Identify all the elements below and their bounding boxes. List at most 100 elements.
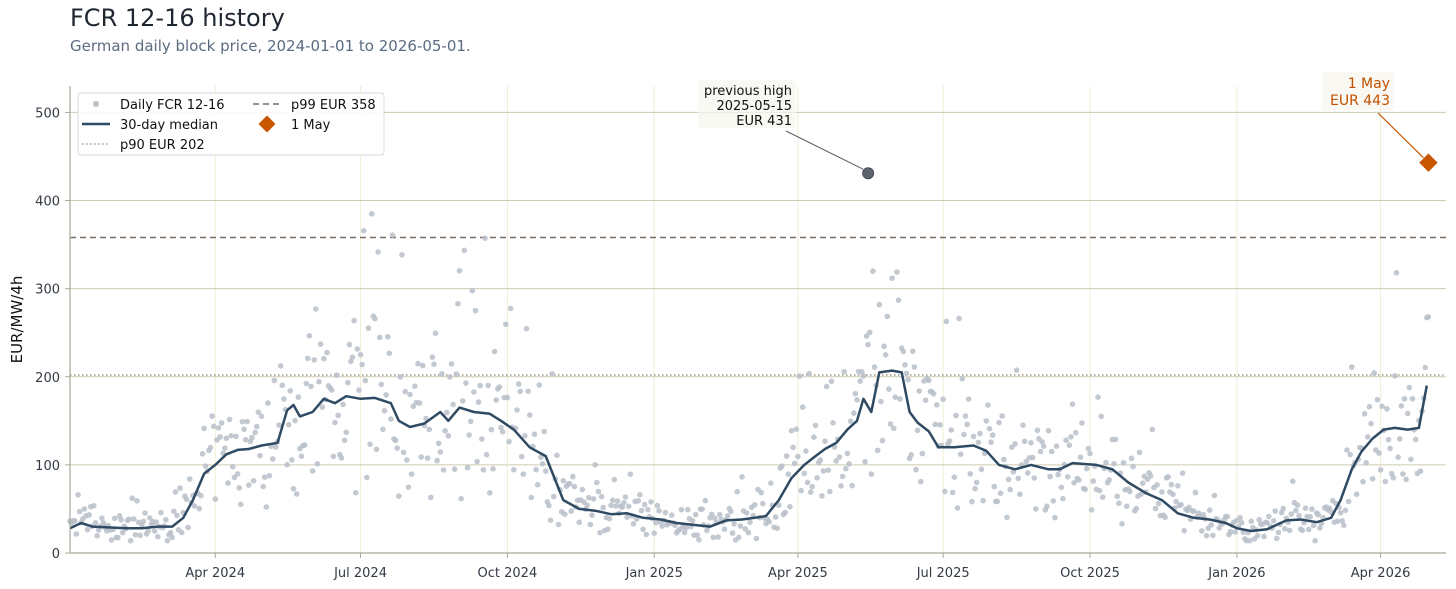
daily-point — [1345, 498, 1352, 505]
daily-point — [592, 462, 598, 468]
daily-point — [424, 455, 431, 461]
daily-point — [886, 386, 892, 393]
daily-point — [1096, 487, 1103, 494]
y-tick-label: 400 — [35, 195, 60, 210]
daily-point — [145, 528, 151, 534]
daily-point — [1248, 518, 1255, 525]
daily-point — [989, 432, 996, 438]
daily-point — [1162, 514, 1168, 521]
daily-point — [812, 422, 819, 429]
daily-point — [1114, 493, 1120, 500]
daily-point — [884, 313, 891, 320]
daily-point — [1154, 482, 1160, 488]
daily-point — [967, 471, 974, 477]
daily-point — [410, 403, 417, 410]
daily-point — [1294, 502, 1301, 508]
daily-point — [456, 268, 463, 274]
daily-point — [994, 498, 1001, 505]
daily-point — [796, 373, 803, 379]
daily-point — [289, 457, 295, 463]
daily-point — [305, 355, 311, 362]
daily-point — [233, 433, 239, 440]
daily-point — [333, 372, 340, 378]
daily-point — [389, 232, 396, 238]
daily-point — [151, 528, 158, 534]
daily-point — [311, 357, 318, 363]
daily-point — [975, 439, 982, 446]
daily-point — [163, 516, 169, 523]
daily-point — [961, 431, 967, 438]
daily-point — [1136, 449, 1143, 456]
daily-point — [1139, 480, 1146, 487]
daily-point — [1224, 513, 1231, 520]
daily-point — [376, 334, 383, 341]
daily-point — [373, 446, 380, 453]
daily-points — [67, 211, 1432, 544]
daily-point — [94, 533, 100, 539]
daily-point — [1246, 537, 1253, 544]
daily-point — [435, 440, 442, 447]
daily-point — [645, 506, 651, 513]
daily-point — [1179, 470, 1186, 477]
daily-point — [957, 451, 964, 458]
daily-point — [560, 477, 567, 484]
daily-point — [627, 471, 634, 478]
daily-point — [828, 378, 835, 385]
daily-point — [568, 508, 574, 514]
daily-point — [785, 471, 792, 477]
daily-point — [959, 375, 966, 382]
daily-point — [611, 476, 618, 483]
x-tick-label: Jan 2026 — [1207, 566, 1265, 581]
daily-point — [1007, 486, 1013, 493]
daily-point — [914, 427, 921, 434]
daily-point — [949, 489, 956, 496]
daily-point — [1015, 475, 1021, 482]
daily-point — [428, 494, 434, 501]
median-series — [69, 369, 1429, 533]
daily-point — [887, 421, 894, 427]
daily-point — [345, 379, 351, 386]
daily-point — [1052, 514, 1058, 521]
daily-point — [255, 409, 262, 416]
daily-point — [217, 434, 223, 440]
daily-point — [819, 493, 825, 499]
daily-point — [308, 383, 314, 390]
daily-point — [209, 413, 215, 419]
daily-point — [269, 456, 276, 462]
daily-point — [882, 352, 889, 358]
daily-point — [1382, 478, 1389, 485]
daily-point — [937, 422, 943, 428]
daily-point — [728, 508, 734, 515]
daily-point — [1412, 436, 1419, 443]
daily-point — [306, 333, 313, 339]
daily-point — [293, 491, 300, 497]
daily-point — [913, 466, 919, 473]
daily-point — [1270, 518, 1277, 524]
daily-point — [1266, 513, 1272, 520]
daily-point — [731, 521, 737, 527]
daily-point — [1077, 454, 1084, 461]
daily-point — [155, 533, 161, 540]
daily-point — [511, 466, 517, 473]
daily-point — [1159, 489, 1165, 495]
daily-point — [1100, 494, 1106, 501]
daily-point — [341, 437, 348, 444]
daily-point — [1149, 426, 1156, 433]
daily-point — [922, 397, 929, 404]
daily-point — [651, 530, 657, 536]
y-tick-label: 200 — [35, 371, 60, 386]
daily-point — [1017, 491, 1023, 498]
daily-point — [774, 525, 780, 531]
daily-point — [253, 423, 260, 430]
daily-point — [86, 512, 92, 518]
daily-point — [523, 325, 530, 332]
daily-point — [261, 474, 268, 481]
daily-point — [1088, 507, 1095, 513]
daily-point — [1342, 507, 1349, 514]
daily-point — [1395, 454, 1401, 461]
daily-point — [466, 432, 472, 438]
daily-point — [506, 438, 512, 445]
daily-point — [153, 519, 159, 525]
daily-point — [215, 425, 222, 431]
legend-label-daily: Daily FCR 12-16 — [120, 98, 225, 113]
